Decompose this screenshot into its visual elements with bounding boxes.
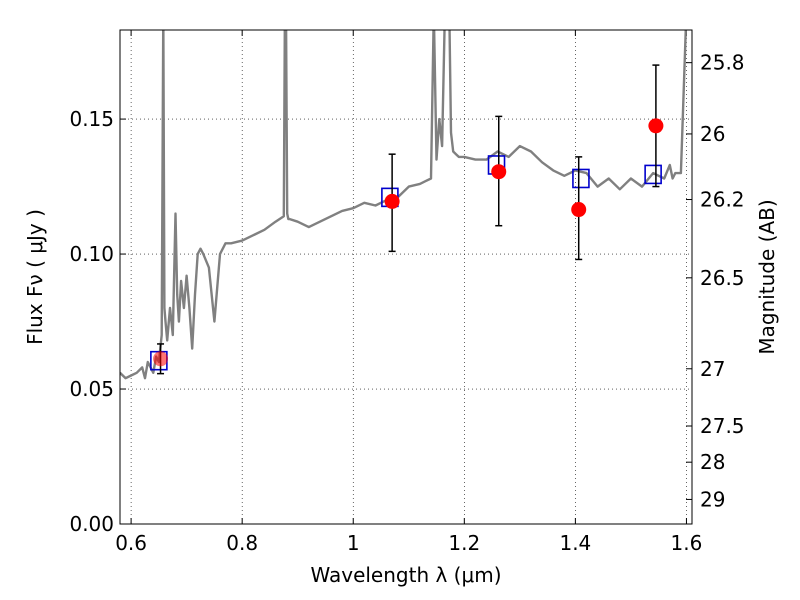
y-tick-label: 0.15	[69, 107, 114, 131]
plot-area	[120, 30, 692, 524]
axis-ticks: 0.6 0.8 1 1.2 1.4 1.6 0.00 0.05 0.10 0.15 25.8 26 26…	[69, 30, 745, 555]
x-tick-label: 0.6	[115, 531, 147, 555]
model-spectrum-line	[120, 30, 687, 380]
x-tick-label: 1.4	[559, 531, 591, 555]
observed-point	[384, 193, 400, 209]
right-tick-label: 26	[700, 122, 725, 146]
right-tick-label: 26.2	[700, 188, 745, 212]
x-tick-label: 1	[347, 531, 360, 555]
observed-point	[648, 118, 664, 134]
y-axis-label-left: Flux Fν ( μJy )	[23, 209, 47, 345]
x-tick-label: 1.6	[671, 531, 703, 555]
y-tick-label: 0.00	[69, 512, 114, 536]
right-tick-label: 27.5	[700, 414, 745, 438]
y-axis-label-right: Magnitude (AB)	[755, 199, 779, 354]
model-point-square	[572, 168, 590, 189]
grid	[120, 30, 692, 524]
right-tick-label: 26.5	[700, 266, 745, 290]
x-tick-label: 1.2	[448, 531, 480, 555]
right-tick-label: 27	[700, 357, 725, 381]
observed-point	[571, 202, 587, 218]
plot-frame	[119, 29, 693, 525]
right-tick-label: 29	[700, 487, 725, 511]
observed-point	[153, 351, 169, 367]
right-tick-label: 28	[700, 450, 725, 474]
x-axis-label: Wavelength λ (μm)	[310, 563, 501, 587]
right-tick-label: 25.8	[700, 51, 745, 75]
y-tick-label: 0.05	[69, 377, 114, 401]
data-layer	[120, 30, 687, 380]
y-tick-label: 0.10	[69, 242, 114, 266]
observed-point	[491, 164, 507, 180]
x-tick-label: 0.8	[226, 531, 258, 555]
model-point-square	[644, 164, 662, 185]
points-layer	[150, 64, 664, 375]
